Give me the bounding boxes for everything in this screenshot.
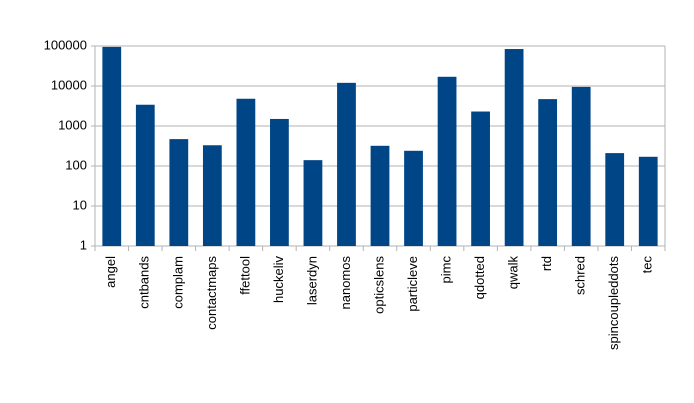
y-tick-label: 100000 [44, 37, 87, 52]
bar [437, 76, 457, 246]
bar [337, 82, 356, 246]
x-tick-label: pimc [438, 256, 453, 284]
x-tick-label: rtd [539, 256, 554, 271]
x-tick-label: particleve [405, 256, 420, 312]
x-tick-label: huckeliv [271, 256, 286, 303]
bar [370, 145, 390, 246]
bar [605, 153, 625, 246]
x-tick-label: qdotted [472, 256, 487, 299]
x-tick-label: ffettool [237, 256, 252, 295]
bar [303, 160, 323, 246]
bar [236, 98, 256, 246]
x-tick-label: contactmaps [204, 256, 219, 330]
x-tick-label: nanomos [338, 256, 353, 310]
bar [202, 145, 222, 246]
y-tick-label: 100 [65, 157, 87, 172]
bar [135, 104, 155, 246]
bar [404, 150, 423, 246]
bar [504, 49, 524, 247]
x-tick-label: schred [573, 256, 588, 295]
x-tick-label: laserdyn [304, 256, 319, 305]
x-tick-label: cntbands [137, 256, 152, 309]
bar [270, 118, 289, 246]
x-tick-label: qwalk [506, 256, 521, 290]
x-tick-label: complam [170, 256, 185, 309]
y-tick-label: 1 [80, 237, 87, 252]
x-tick-label: tec [640, 256, 655, 274]
y-tick-label: 10000 [51, 77, 87, 92]
bar [471, 111, 490, 246]
bar [169, 139, 189, 246]
y-tick-label: 10 [73, 197, 87, 212]
bar [538, 99, 558, 246]
y-tick-label: 1000 [58, 117, 87, 132]
x-tick-label: angel [103, 256, 118, 288]
bar [638, 156, 658, 246]
bar [102, 46, 122, 247]
x-tick-label: opticslens [371, 256, 386, 314]
bar [571, 86, 591, 246]
x-tick-label: spincoupleddots [606, 256, 621, 350]
